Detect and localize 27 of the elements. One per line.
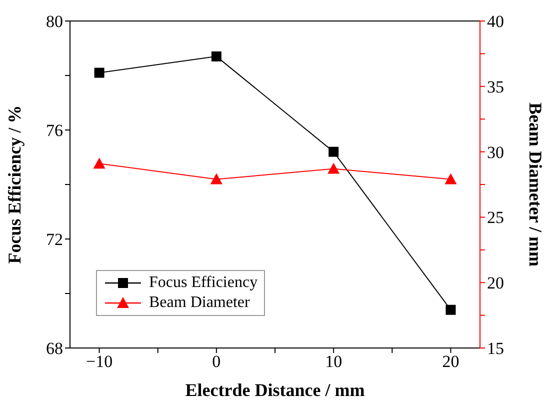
x-tick-label: 0 bbox=[212, 352, 221, 372]
y2-tick-label: 40 bbox=[487, 12, 504, 32]
y2-axis-title: Beam Diameter / mm bbox=[526, 102, 546, 267]
x-tick-label: 20 bbox=[442, 352, 460, 372]
x-tick-label: 10 bbox=[325, 352, 342, 372]
point bbox=[210, 173, 222, 184]
y2-tick-label: 25 bbox=[487, 208, 504, 228]
point bbox=[94, 68, 104, 78]
y2-tick-label: 15 bbox=[487, 339, 504, 358]
point bbox=[328, 162, 340, 174]
x-axis-title: Electrde Distance / mm bbox=[185, 380, 365, 400]
y2-tick-label: 35 bbox=[487, 77, 504, 96]
y2-tick-label: 30 bbox=[487, 142, 504, 162]
y-axis-title: Focus Efficiency / % bbox=[4, 105, 24, 264]
y-tick-label: 80 bbox=[46, 12, 63, 32]
y-tick-label: 68 bbox=[46, 339, 63, 358]
point bbox=[93, 158, 106, 169]
legend-label: Beam Diameter bbox=[149, 293, 250, 313]
point bbox=[211, 51, 222, 62]
point bbox=[328, 146, 339, 157]
y-tick-label: 76 bbox=[46, 121, 63, 140]
point bbox=[446, 304, 456, 315]
y2-tick-label: 20 bbox=[487, 274, 504, 293]
x-tick-label: −10 bbox=[86, 352, 113, 372]
legend-label: Focus Efficiency bbox=[149, 273, 258, 293]
y-tick-label: 72 bbox=[46, 230, 63, 250]
point bbox=[444, 173, 457, 184]
